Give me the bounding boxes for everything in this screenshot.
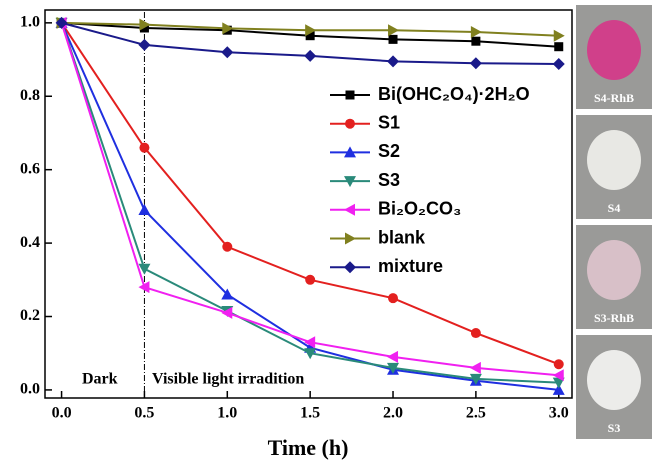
legend-label: Bi₂O₂CO₃ xyxy=(378,199,461,219)
y-tick-label: 0.2 xyxy=(20,307,40,324)
photo-label: S4 xyxy=(608,201,621,215)
marker xyxy=(138,38,151,51)
marker xyxy=(55,16,68,29)
marker xyxy=(138,204,151,216)
series-line xyxy=(60,22,559,391)
y-tick-label: 0.8 xyxy=(20,87,40,104)
marker xyxy=(387,55,400,68)
marker xyxy=(471,36,481,46)
marker xyxy=(552,57,565,70)
marker xyxy=(305,274,316,285)
photo-sample xyxy=(587,350,641,410)
x-axis-label: Time (h) xyxy=(268,435,349,460)
marker xyxy=(344,176,356,188)
marker xyxy=(344,203,355,216)
marker xyxy=(304,348,317,360)
marker xyxy=(345,118,355,129)
series-line xyxy=(60,22,559,384)
x-tick-label: 0.0 xyxy=(52,405,72,422)
legend-label: S3 xyxy=(378,170,400,190)
photo-label: S4-RhB xyxy=(594,91,634,105)
marker xyxy=(553,359,564,370)
marker xyxy=(345,90,355,100)
marker xyxy=(222,22,234,35)
marker xyxy=(305,31,315,41)
marker xyxy=(554,42,564,52)
plot-frame xyxy=(44,9,573,399)
marker xyxy=(469,373,482,385)
marker xyxy=(305,24,317,37)
marker xyxy=(552,369,564,382)
marker xyxy=(139,23,149,33)
marker xyxy=(388,34,398,44)
marker xyxy=(387,350,399,363)
marker xyxy=(304,336,316,349)
marker xyxy=(221,306,233,319)
y-tick-label: 0.6 xyxy=(20,160,40,177)
series-line xyxy=(60,22,559,377)
marker xyxy=(469,361,481,374)
x-tick-label: 1.5 xyxy=(300,405,320,422)
x-tick-label: 1.0 xyxy=(217,405,237,422)
marker xyxy=(345,232,356,245)
x-tick-label: 0.5 xyxy=(134,405,154,422)
photo-label: S3-RhB xyxy=(594,311,634,325)
y-tick-label: 1.0 xyxy=(20,14,40,31)
legend-label: S2 xyxy=(378,141,400,161)
marker xyxy=(139,142,150,153)
marker xyxy=(387,362,400,374)
photo-sample xyxy=(587,130,641,190)
marker xyxy=(388,293,399,304)
annotation: Dark xyxy=(82,371,118,388)
marker xyxy=(470,26,482,39)
legend-label: Bi(OHC₂O₄)·2H₂O xyxy=(378,84,530,104)
marker xyxy=(470,328,481,339)
marker xyxy=(221,288,234,300)
x-tick-label: 2.5 xyxy=(466,405,486,422)
marker xyxy=(552,377,565,389)
marker xyxy=(469,57,482,70)
photo-sample xyxy=(587,240,641,300)
x-tick-label: 2.0 xyxy=(383,405,403,422)
photo-label: S3 xyxy=(608,421,621,435)
marker xyxy=(304,49,317,62)
marker xyxy=(552,383,565,395)
marker xyxy=(138,281,150,294)
marker xyxy=(553,29,565,42)
legend-label: mixture xyxy=(378,256,443,276)
marker xyxy=(221,46,234,59)
marker xyxy=(344,146,356,158)
y-tick-label: 0.0 xyxy=(20,381,40,398)
legend-label: blank xyxy=(378,227,426,247)
photo-sample xyxy=(587,20,641,80)
annotation: Visible light irradition xyxy=(152,371,304,388)
marker xyxy=(139,18,151,31)
marker xyxy=(138,263,151,275)
marker xyxy=(388,24,400,37)
y-tick-label: 0.4 xyxy=(20,234,40,251)
marker xyxy=(344,261,356,274)
legend-label: S1 xyxy=(378,112,400,132)
marker xyxy=(222,241,233,252)
x-tick-label: 3.0 xyxy=(549,405,569,422)
